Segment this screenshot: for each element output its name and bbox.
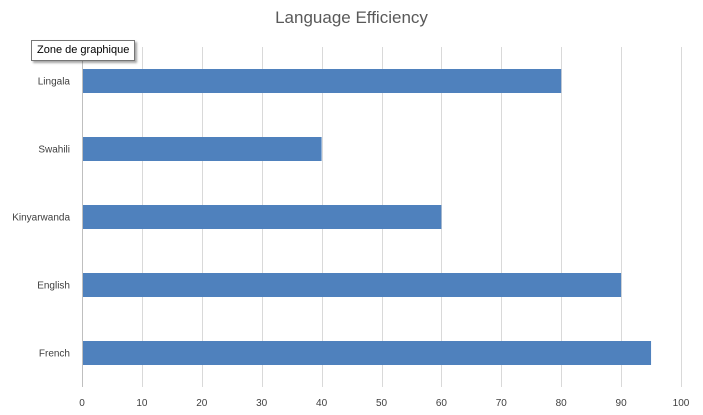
- bar-kinyarwanda[interactable]: [83, 205, 442, 229]
- axis-labels: 0 10 20 30 40 50 60 70 80 90 100 Lingala Swahili Kiny…: [12, 77, 690, 410]
- x-tick-label: 80: [556, 398, 568, 409]
- x-tick-label: 20: [196, 398, 208, 409]
- x-tick-label: 0: [79, 398, 85, 409]
- bar-french[interactable]: [83, 341, 652, 365]
- category-label-swahili: Swahili: [38, 145, 70, 156]
- bar-lingala[interactable]: [83, 69, 562, 93]
- bar-swahili[interactable]: [83, 137, 322, 161]
- category-label-english: English: [37, 281, 70, 292]
- category-label-kinyarwanda: Kinyarwanda: [12, 213, 70, 224]
- category-label-french: French: [39, 349, 70, 360]
- x-tick-label: 50: [376, 398, 388, 409]
- chart-area-tooltip: Zone de graphique: [31, 40, 136, 61]
- chart-title: Language Efficiency: [275, 8, 428, 27]
- x-tick-label: 40: [316, 398, 328, 409]
- x-tick-label: 30: [256, 398, 268, 409]
- x-tick-label: 90: [616, 398, 628, 409]
- x-tick-label: 60: [436, 398, 448, 409]
- x-tick-label: 100: [673, 398, 690, 409]
- bars: [83, 69, 652, 365]
- category-label-lingala: Lingala: [38, 77, 71, 88]
- bar-english[interactable]: [83, 273, 622, 297]
- x-tick-label: 10: [136, 398, 148, 409]
- x-tick-label: 70: [496, 398, 508, 409]
